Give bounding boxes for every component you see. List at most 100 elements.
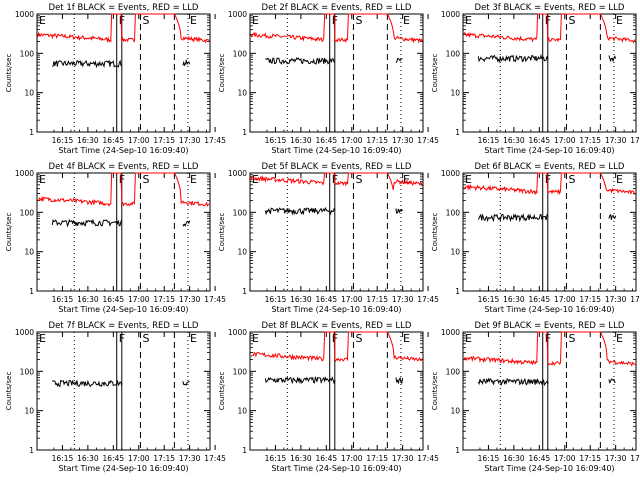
y-tick-label: 1: [242, 446, 247, 455]
events-series-line-1: [477, 377, 549, 387]
marker-label: E: [252, 14, 259, 27]
x-tick-label: 17:45: [417, 136, 439, 145]
events-series-line-2: [608, 213, 617, 220]
plot-frame: [249, 13, 424, 133]
x-axis-label: Start Time (24-Sep-10 16:09:40): [58, 146, 188, 155]
plot-frame: [36, 331, 211, 451]
x-tick-label: 16:30: [290, 454, 312, 463]
y-tick-label: 100: [446, 49, 461, 58]
marker-label: E: [403, 332, 410, 345]
y-tick-label: 100: [446, 208, 461, 217]
events-series-line-1: [51, 218, 123, 228]
x-tick-label: 17:00: [554, 136, 576, 145]
y-tick-label: 10: [450, 407, 460, 416]
marker-label: E: [190, 14, 197, 27]
y-axis-label: Counts/sec: [218, 213, 226, 252]
panel-title: Det 4f BLACK = Events, RED = LLD: [49, 162, 199, 172]
x-tick-label: 16:15: [478, 295, 500, 304]
x-tick-label: 16:15: [52, 454, 74, 463]
x-tick-label: 16:30: [77, 136, 99, 145]
x-tick-label: 17:45: [204, 295, 226, 304]
plot-frame: [249, 331, 424, 451]
y-tick-label: 100: [446, 367, 461, 376]
marker-label: E: [403, 173, 410, 186]
x-tick-label: 17:45: [204, 136, 226, 145]
events-series-line-1: [52, 379, 123, 388]
x-tick-label: 17:15: [366, 454, 388, 463]
x-tick-label: 16:45: [529, 454, 551, 463]
marker-label: E: [190, 173, 197, 186]
x-tick-label: 17:15: [579, 454, 601, 463]
x-tick-label: 16:15: [265, 136, 287, 145]
x-axis-label: Start Time (24-Sep-10 16:09:40): [484, 464, 614, 473]
events-series-line-1: [265, 57, 336, 65]
marker-label: S: [568, 332, 575, 345]
x-axis-label: Start Time (24-Sep-10 16:09:40): [484, 305, 614, 314]
plot-frame: [36, 172, 211, 292]
y-tick-label: 100: [233, 49, 248, 58]
x-tick-label: 17:30: [179, 136, 201, 145]
detector-panel-2: Det 2f BLACK = Events, RED = LLD Counts/s…: [218, 3, 439, 155]
y-tick-label: 10: [450, 248, 460, 257]
y-tick-label: 100: [233, 367, 248, 376]
detector-panel-5: Det 5f BLACK = Events, RED = LLD Counts/s…: [218, 162, 439, 314]
marker-label: S: [142, 332, 149, 345]
y-axis-label: Counts/sec: [5, 54, 13, 93]
y-tick-label: 1: [455, 287, 460, 296]
x-tick-label: 17:00: [341, 454, 363, 463]
y-tick-label: 1: [455, 128, 460, 137]
x-tick-label: 16:15: [265, 295, 287, 304]
y-tick-label: 1000: [441, 328, 460, 337]
x-tick-label: 16:30: [77, 454, 99, 463]
marker-label: E: [465, 173, 472, 186]
y-tick-label: 10: [24, 248, 34, 257]
y-tick-label: 100: [20, 208, 35, 217]
x-tick-label: 17:30: [179, 454, 201, 463]
lld-series-line: [463, 13, 636, 44]
marker-label: E: [39, 14, 46, 27]
y-tick-label: 1000: [15, 169, 34, 178]
detector-panel-6: Det 6f BLACK = Events, RED = LLD Counts/s…: [431, 162, 640, 314]
x-tick-label: 16:45: [316, 136, 338, 145]
x-tick-label: 17:30: [392, 454, 414, 463]
x-axis-label: Start Time (24-Sep-10 16:09:40): [484, 146, 614, 155]
x-axis-label: Start Time (24-Sep-10 16:09:40): [271, 464, 401, 473]
x-tick-label: 17:15: [153, 136, 175, 145]
y-tick-label: 100: [20, 367, 35, 376]
marker-label: S: [355, 332, 362, 345]
marker-label: E: [465, 14, 472, 27]
x-tick-label: 16:30: [503, 454, 525, 463]
plot-frame: [462, 172, 637, 292]
marker-label: E: [39, 332, 46, 345]
x-tick-label: 17:45: [417, 295, 439, 304]
detector-panel-8: Det 8f BLACK = Events, RED = LLD Counts/s…: [218, 321, 439, 473]
x-tick-label: 17:30: [605, 295, 627, 304]
events-series-line-2: [395, 208, 403, 215]
x-tick-label: 17:00: [128, 136, 150, 145]
x-tick-label: 17:15: [366, 295, 388, 304]
x-axis-label: Start Time (24-Sep-10 16:09:40): [58, 464, 188, 473]
y-tick-label: 1: [29, 128, 34, 137]
x-tick-label: 17:00: [341, 136, 363, 145]
events-series-line-1: [477, 212, 549, 223]
y-tick-label: 100: [233, 208, 248, 217]
panel-title: Det 1f BLACK = Events, RED = LLD: [49, 3, 199, 13]
y-axis-label: Counts/sec: [5, 213, 13, 252]
y-tick-label: 1000: [15, 328, 34, 337]
events-series-line-2: [608, 378, 616, 384]
marker-label: E: [403, 14, 410, 27]
y-tick-label: 100: [20, 49, 35, 58]
x-tick-label: 17:45: [204, 454, 226, 463]
x-tick-label: 16:45: [529, 295, 551, 304]
detector-panel-1: Det 1f BLACK = Events, RED = LLD Counts/s…: [5, 3, 226, 155]
panel-title: Det 7f BLACK = Events, RED = LLD: [49, 321, 199, 331]
x-tick-label: 17:15: [579, 295, 601, 304]
y-tick-label: 1000: [441, 10, 460, 19]
x-tick-label: 17:45: [417, 454, 439, 463]
detector-panel-9: Det 9f BLACK = Events, RED = LLD Counts/s…: [431, 321, 640, 473]
x-tick-label: 17:15: [579, 136, 601, 145]
x-tick-label: 17:15: [153, 295, 175, 304]
detector-panel-4: Det 4f BLACK = Events, RED = LLD Counts/s…: [5, 162, 226, 314]
